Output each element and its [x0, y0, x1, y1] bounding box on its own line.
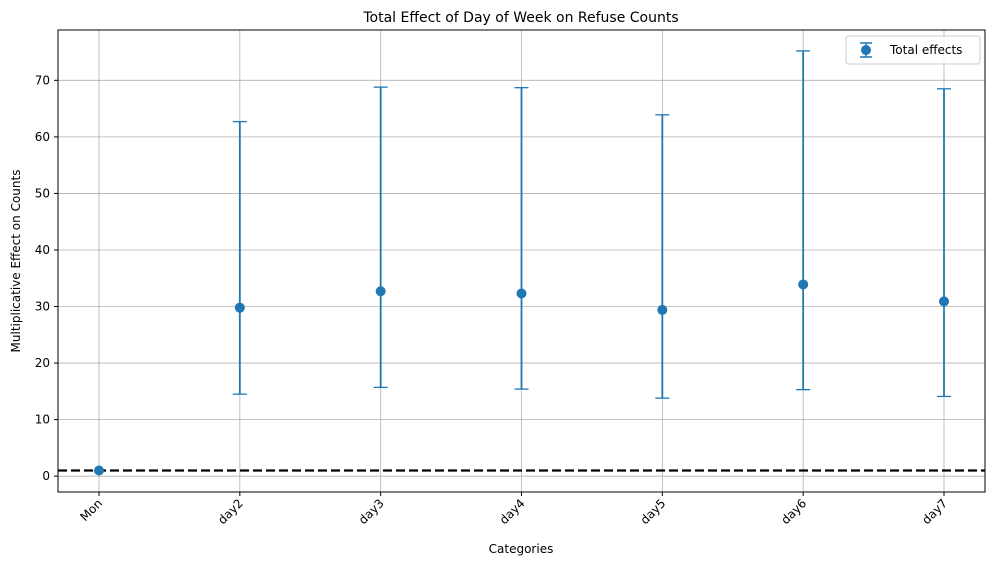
y-tick-label: 60 [35, 130, 50, 144]
data-point [375, 286, 386, 297]
y-tick-label: 30 [35, 300, 50, 314]
y-tick-label: 20 [35, 356, 50, 370]
legend-label: Total effects [889, 43, 962, 57]
chart-title: Total Effect of Day of Week on Refuse Co… [362, 10, 678, 26]
y-tick-label: 10 [35, 413, 50, 427]
y-tick-label: 40 [35, 243, 50, 257]
x-axis-title: Categories [489, 542, 554, 556]
error-bars [232, 50, 951, 399]
y-tick-label: 0 [42, 469, 50, 483]
data-point [516, 288, 527, 299]
y-tick-label: 50 [35, 186, 50, 200]
data-point [939, 296, 949, 307]
data-point [657, 304, 668, 315]
legend-box [845, 35, 981, 65]
y-tick-label: 70 [35, 73, 50, 87]
y-axis-ticks: 0 10 20 30 40 50 60 70 [35, 73, 58, 483]
data-points [94, 279, 949, 476]
data-point [234, 302, 245, 313]
legend: Total effects [845, 35, 981, 65]
y-axis-title: Multiplicative Effect on Counts [9, 170, 23, 353]
data-point [94, 465, 104, 476]
legend-marker-icon [861, 45, 871, 55]
data-point [798, 279, 809, 290]
